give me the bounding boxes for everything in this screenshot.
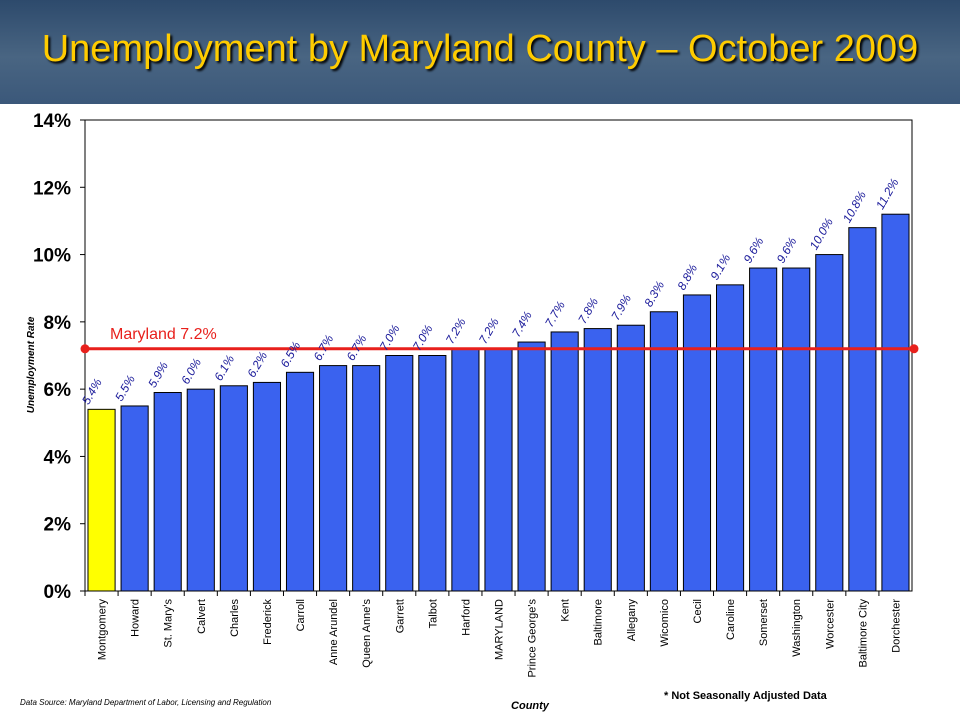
x-category-label: Dorchester	[890, 599, 902, 653]
y-tick-label: 0%	[44, 582, 72, 603]
x-category-label: Baltimore	[593, 599, 605, 645]
y-tick-label: 10%	[33, 246, 71, 267]
data-source-note: Data Source: Maryland Department of Labo…	[20, 698, 272, 707]
seasonal-adjustment-note: * Not Seasonally Adjusted Data	[664, 690, 827, 702]
y-tick-label: 2%	[44, 515, 72, 536]
x-category-label: MARYLAND	[494, 599, 506, 660]
x-category-label: Worcester	[824, 599, 836, 649]
bar	[484, 348, 513, 592]
bar	[682, 294, 712, 592]
x-category-label: St. Mary's	[163, 599, 175, 648]
x-category-label: Harford	[460, 599, 472, 636]
x-axis-title: County	[511, 700, 550, 712]
x-category-label: Anne Arundel	[328, 599, 340, 665]
bar	[550, 331, 579, 592]
x-category-label: Montgomery	[97, 599, 109, 661]
page-title: Unemployment by Maryland County – Octobe…	[41, 28, 919, 70]
x-category-label: Cecil	[692, 599, 704, 623]
bar	[319, 365, 348, 592]
y-axis-title: Unemployment Rate	[26, 316, 37, 413]
bar	[153, 392, 182, 592]
reference-line-end-marker	[909, 344, 919, 354]
y-tick-label: 8%	[44, 313, 72, 334]
x-category-label: Howard	[130, 599, 142, 637]
bar	[815, 254, 844, 592]
x-category-label: Washington	[791, 599, 803, 657]
bar	[352, 365, 381, 592]
x-category-label: Wicomico	[659, 599, 671, 647]
x-category-label: Prince George's	[527, 599, 539, 678]
x-category-label: Charles	[229, 599, 241, 637]
bar	[848, 227, 877, 592]
x-category-label: Kent	[560, 599, 572, 622]
x-category-label: Allegany	[626, 599, 638, 642]
x-category-label: Baltimore City	[857, 599, 869, 668]
bar	[186, 388, 215, 592]
title-banner: Unemployment by Maryland County – Octobe…	[0, 0, 960, 104]
x-category-label: Frederick	[262, 599, 274, 645]
x-category-label: Somerset	[758, 599, 770, 646]
bar	[418, 355, 447, 592]
y-tick-label: 14%	[33, 111, 71, 132]
bar	[451, 348, 480, 592]
bar	[749, 267, 778, 592]
y-tick-label: 12%	[33, 178, 71, 199]
x-category-label: Carroll	[295, 599, 307, 631]
bar	[87, 408, 116, 592]
bar	[649, 311, 678, 592]
bar	[219, 385, 248, 592]
bar	[616, 324, 645, 592]
bar	[782, 267, 811, 592]
bar	[120, 405, 149, 592]
reference-line-label: Maryland 7.2%	[110, 326, 217, 343]
bar	[285, 371, 315, 592]
y-tick-label: 6%	[44, 380, 72, 401]
bar	[881, 213, 910, 592]
reference-line-start-marker	[80, 344, 90, 354]
bar	[583, 328, 612, 592]
x-category-label: Talbot	[427, 599, 439, 628]
x-category-label: Calvert	[196, 599, 208, 634]
bar	[252, 381, 282, 592]
x-category-label: Queen Anne's	[361, 599, 373, 668]
bar	[517, 341, 546, 592]
y-tick-label: 4%	[44, 447, 72, 468]
bar-chart: 0%2%4%6%8%10%12%14%Maryland 7.2%5.4% 5.5%…	[26, 111, 919, 712]
x-category-label: Garrett	[394, 599, 406, 633]
bar	[385, 355, 414, 592]
x-category-label: Caroline	[725, 599, 737, 640]
bar	[715, 284, 745, 592]
